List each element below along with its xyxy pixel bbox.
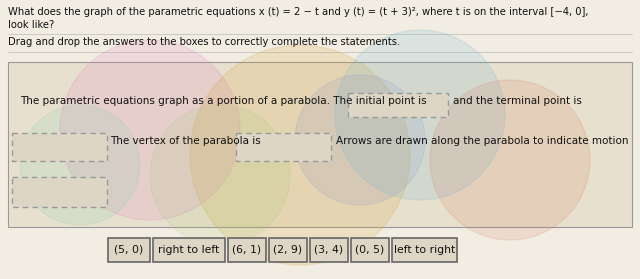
FancyBboxPatch shape: [236, 133, 331, 161]
Circle shape: [430, 80, 590, 240]
FancyBboxPatch shape: [108, 238, 150, 262]
FancyBboxPatch shape: [269, 238, 307, 262]
Text: and the terminal point is: and the terminal point is: [453, 96, 582, 106]
Text: Arrows are drawn along the parabola to indicate motion: Arrows are drawn along the parabola to i…: [336, 136, 628, 146]
Text: The parametric equations graph as a portion of a parabola. The initial point is: The parametric equations graph as a port…: [20, 96, 427, 106]
Circle shape: [190, 45, 410, 265]
FancyBboxPatch shape: [310, 238, 348, 262]
Circle shape: [295, 75, 425, 205]
FancyBboxPatch shape: [12, 177, 107, 207]
FancyBboxPatch shape: [8, 62, 632, 227]
Text: (5, 0): (5, 0): [115, 245, 143, 255]
FancyBboxPatch shape: [392, 238, 457, 262]
FancyBboxPatch shape: [153, 238, 225, 262]
Text: left to right: left to right: [394, 245, 455, 255]
Circle shape: [335, 30, 505, 200]
Circle shape: [150, 105, 290, 245]
FancyBboxPatch shape: [351, 238, 389, 262]
Text: (6, 1): (6, 1): [232, 245, 262, 255]
Text: (3, 4): (3, 4): [314, 245, 344, 255]
Text: look like?: look like?: [8, 20, 54, 30]
FancyBboxPatch shape: [348, 93, 448, 117]
FancyBboxPatch shape: [12, 133, 107, 161]
Text: What does the graph of the parametric equations x (t) = 2 − t and y (t) = (t + 3: What does the graph of the parametric eq…: [8, 7, 589, 17]
Text: (0, 5): (0, 5): [355, 245, 385, 255]
Text: (2, 9): (2, 9): [273, 245, 303, 255]
Text: Drag and drop the answers to the boxes to correctly complete the statements.: Drag and drop the answers to the boxes t…: [8, 37, 400, 47]
Text: right to left: right to left: [158, 245, 220, 255]
Circle shape: [60, 40, 240, 220]
Text: The vertex of the parabola is: The vertex of the parabola is: [110, 136, 260, 146]
FancyBboxPatch shape: [228, 238, 266, 262]
Circle shape: [20, 105, 140, 225]
